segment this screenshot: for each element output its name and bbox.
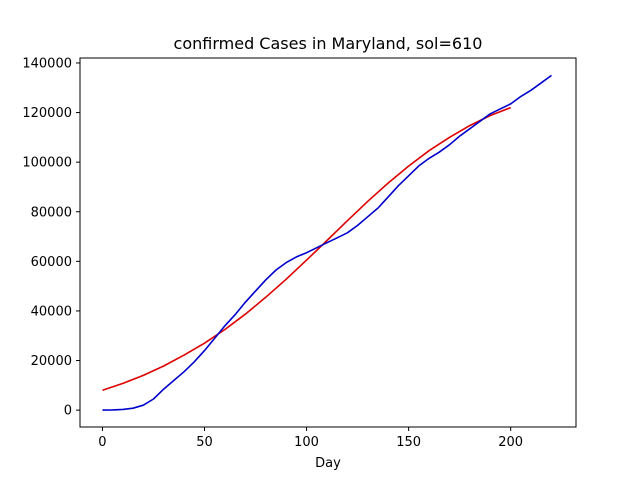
chart-title: confirmed Cases in Maryland, sol=610	[174, 34, 483, 53]
confirmed-cases-line	[102, 74, 552, 411]
x-tick-label: 100	[294, 435, 319, 450]
x-axis: 0 50 100 150 200	[98, 427, 523, 450]
x-tick-label: 150	[396, 435, 421, 450]
y-tick-label: 0	[64, 404, 72, 419]
x-tick-label: 50	[196, 435, 213, 450]
y-tick-label: 100000	[22, 156, 72, 171]
y-tick-label: 120000	[22, 106, 72, 121]
x-tick-label: 0	[98, 435, 106, 450]
y-tick-label: 140000	[22, 56, 72, 71]
x-axis-label: Day	[315, 456, 341, 471]
model-fit-line	[102, 106, 511, 392]
y-tick-label: 40000	[31, 304, 72, 319]
y-tick-label: 20000	[31, 354, 72, 369]
y-tick-label: 60000	[31, 255, 72, 270]
y-tick-label: 80000	[31, 205, 72, 220]
y-axis: 0 20000 40000 60000 80000 100000 120000 140000	[22, 56, 80, 419]
axes-frame	[79, 57, 577, 428]
x-tick-label: 200	[498, 435, 523, 450]
plot-area	[102, 74, 552, 411]
